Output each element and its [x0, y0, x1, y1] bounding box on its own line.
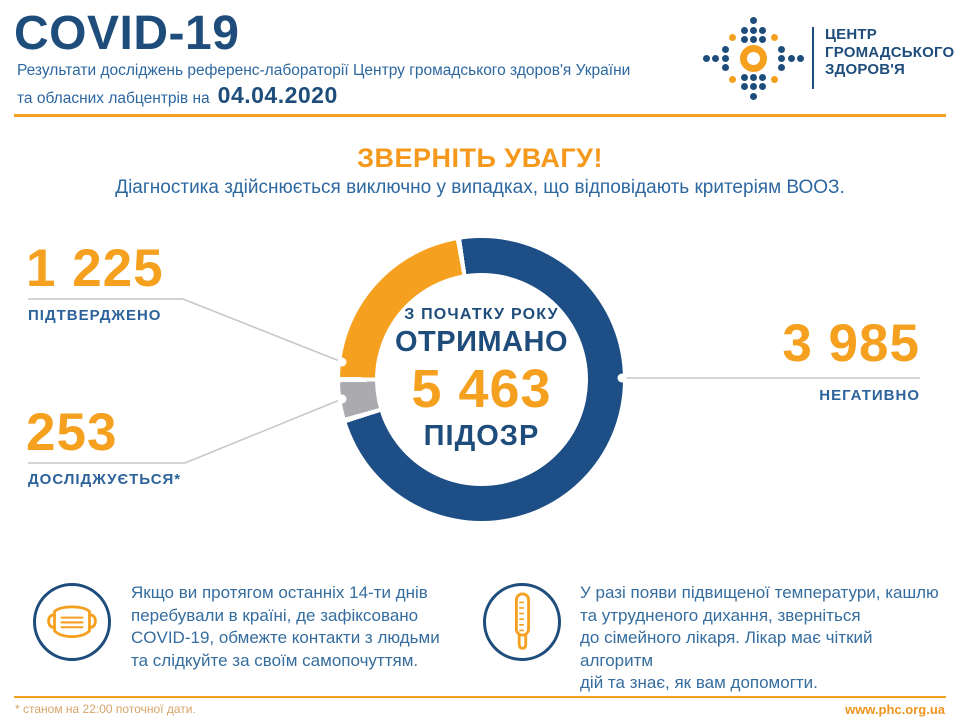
advice-1-line-1: Якщо ви протягом останніх 14-ти днів [131, 583, 428, 602]
header-divider-rule [14, 114, 946, 117]
advice-2-line-4: дій та знає, як вам допомогти. [580, 673, 818, 692]
advice-2-line-1: У разі появи підвищеної температури, каш… [580, 583, 939, 602]
notice-subtitle: Діагностика здійснюється виключно у випа… [115, 177, 845, 198]
donut-center-line3: ПІДОЗР [423, 419, 540, 452]
subtitle-line1: Результати досліджень референс-лаборатор… [17, 62, 631, 79]
subtitle-line2-text: та обласних лабцентрів на [17, 90, 210, 107]
advice-2-line-3: до сімейного лікаря. Лікар має чіткий ал… [580, 628, 873, 670]
advice-icon-circle-2 [483, 583, 561, 661]
footer-footnote: * станом на 22:00 поточної дати. [15, 702, 196, 716]
thermometer-icon [514, 592, 530, 650]
donut-center: З ПОЧАТКУ РОКУ ОТРИМАНО 5 463 ПІДОЗР [375, 273, 588, 486]
stat-investigated-value: 253 [26, 403, 118, 462]
stat-negative-value: 3 985 [782, 314, 920, 373]
page-title: COVID-19 [14, 7, 240, 60]
advice-1-line-4: та слідкуйте за своїм самопочуттям. [131, 650, 419, 670]
logo-center-ring-icon [740, 45, 767, 72]
mask-icon [47, 605, 97, 639]
advice-icon-circle-1 [33, 583, 111, 661]
logo-divider [812, 27, 814, 89]
donut-center-line1: З ПОЧАТКУ РОКУ [404, 306, 559, 324]
stat-investigated-label: ДОСЛІДЖУЄТЬСЯ* [28, 471, 182, 488]
advice-2-line-2: та утрудненого дихання, зверніться [580, 605, 861, 625]
advice-text-1: Якщо ви протягом останніх 14-ти днів пер… [131, 582, 476, 672]
donut-center-line2: ОТРИМАНО [394, 326, 569, 359]
subtitle-line2: та обласних лабцентрів на 04.04.2020 [17, 82, 338, 109]
stat-confirmed-value: 1 225 [26, 239, 164, 298]
logo-word-1: ЦЕНТР [825, 26, 877, 43]
advice-1-line-3: COVID-19, обмежте контакти з людьми [131, 628, 440, 647]
advice-1-line-2: перебували в країні, де зафіксовано [131, 605, 419, 625]
advice-text-2: У разі появи підвищеної температури, каш… [580, 582, 940, 695]
logo-word-2: ГРОМАДСЬКОГО [825, 43, 955, 61]
footer-divider-rule [14, 696, 946, 698]
footer-website: www.phc.org.ua [845, 702, 945, 717]
phc-logo-wordmark: ЦЕНТР ГРОМАДСЬКОГО ЗДОРОВ'Я [825, 26, 954, 79]
phc-logo-icon [700, 11, 808, 105]
report-date: 04.04.2020 [217, 82, 338, 108]
donut-center-value: 5 463 [411, 359, 552, 420]
stat-negative-label: НЕГАТИВНО [819, 387, 920, 404]
logo-word-3: ЗДОРОВ'Я [825, 61, 906, 78]
notice-title: ЗВЕРНІТЬ УВАГУ! [357, 143, 603, 173]
stat-confirmed-label: ПІДТВЕРДЖЕНО [28, 307, 162, 324]
